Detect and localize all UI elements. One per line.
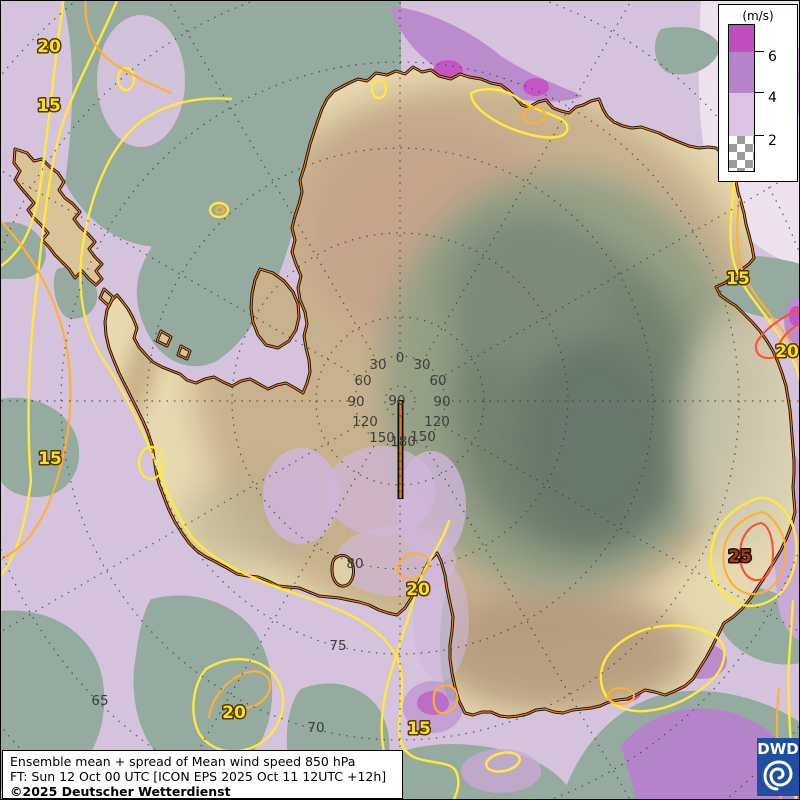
dwd-logo: DWD <box>757 738 799 796</box>
contour-label: 20 <box>222 703 246 723</box>
info-box: Ensemble mean + spread of Mean wind spee… <box>2 750 403 799</box>
legend-tick <box>755 92 764 93</box>
graticule-label: 150 <box>410 429 436 445</box>
contour-label: 15 <box>38 449 62 469</box>
legend-cell-lt2-checkered <box>729 136 754 171</box>
graticule-label: 120 <box>424 414 450 430</box>
contour-label: 15 <box>37 96 61 116</box>
graticule-label: 80 <box>346 556 363 572</box>
legend-tick-label: 2 <box>768 133 777 149</box>
antarctica-landmass <box>14 67 795 717</box>
dwd-logo-text: DWD <box>757 740 799 758</box>
graticule-label: 90 <box>388 393 405 409</box>
contour-label: 20 <box>406 580 430 600</box>
legend-panel: (m/s) 6 4 2 <box>718 4 798 182</box>
graticule-label: 30 <box>369 357 386 373</box>
product-title: Ensemble mean + spread of Mean wind spee… <box>10 754 356 769</box>
copyright: ©2025 Deutscher Wetterdienst <box>10 784 231 800</box>
contour-label: 25 <box>728 547 752 567</box>
legend-tick <box>755 51 764 52</box>
legend-cell-gt6 <box>729 25 754 52</box>
pole-marker <box>397 400 404 499</box>
legend-tick-label: 4 <box>768 90 777 106</box>
graticule-label: 0 <box>396 350 405 366</box>
legend-cell-2-4 <box>729 93 754 136</box>
graticule-label: 90 <box>347 394 364 410</box>
legend-cell-4-6 <box>729 52 754 93</box>
dwd-spiral-icon <box>763 760 793 791</box>
graticule-label: 30 <box>413 357 430 373</box>
contour-label: 20 <box>37 37 61 57</box>
contour-label: 15 <box>726 269 750 289</box>
graticule-label: 180 <box>390 434 416 450</box>
contour-label: 20 <box>775 342 799 362</box>
graticule-label: 60 <box>429 373 446 389</box>
graticule-label: 60 <box>354 373 371 389</box>
legend-tick-label: 6 <box>768 49 777 65</box>
graticule-label: 90 <box>433 394 450 410</box>
graticule-label: 120 <box>352 414 378 430</box>
contour-label: 15 <box>407 719 431 739</box>
legend-tick <box>755 135 764 136</box>
graticule-label: 65 <box>91 693 108 709</box>
legend-color-bar <box>728 24 755 172</box>
graticule-label: 150 <box>369 430 395 446</box>
legend-title: (m/s) <box>742 9 774 23</box>
forecast-time: FT: Sun 12 Oct 00 UTC [ICON EPS 2025 Oct… <box>10 769 387 785</box>
graticule-label: 70 <box>307 720 324 736</box>
graticule-label: 75 <box>329 638 346 654</box>
